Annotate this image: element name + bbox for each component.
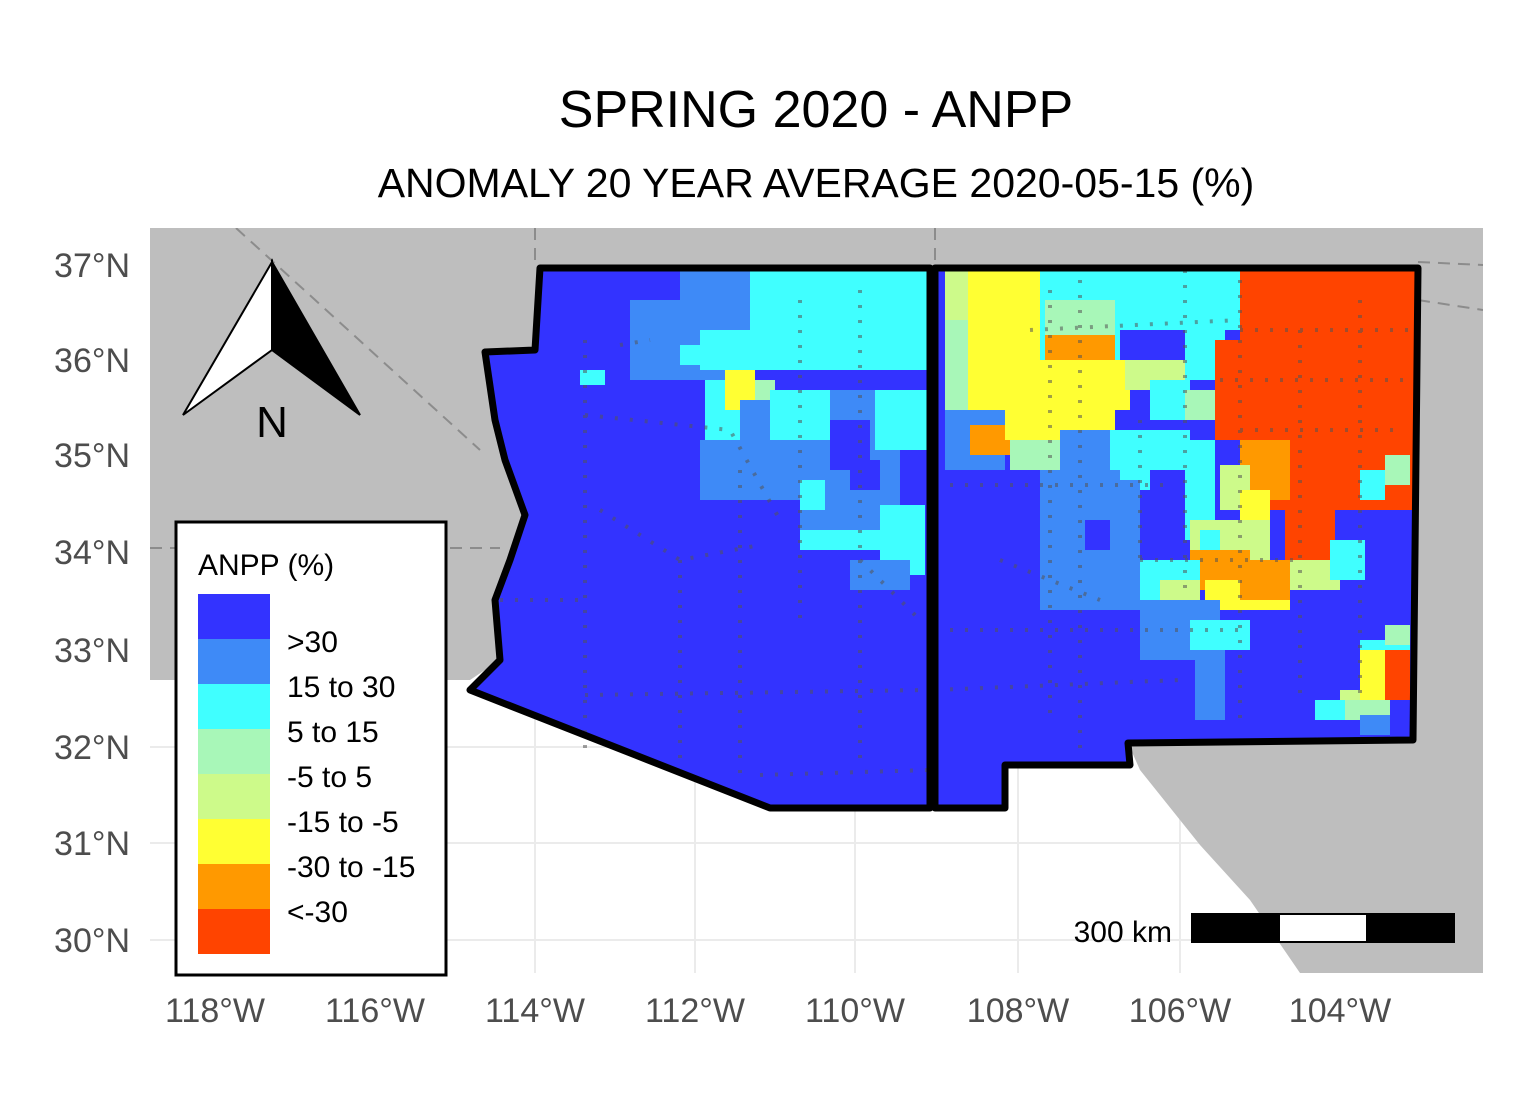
legend-label: >30 [287, 626, 338, 659]
raster-cell [1385, 625, 1410, 645]
legend-label: 5 to 15 [287, 716, 379, 749]
raster-cell [1185, 390, 1215, 420]
raster-cell [580, 370, 605, 385]
scale-bar: 300 km [1074, 913, 1455, 949]
legend-label: -5 to 5 [287, 761, 372, 794]
y-tick-label: 32°N [54, 729, 130, 767]
raster-cell [1150, 380, 1190, 420]
legend-label: 15 to 30 [287, 671, 395, 704]
y-tick-label: 33°N [54, 632, 130, 670]
raster-cell [1240, 490, 1270, 520]
x-tick-label: 108°W [967, 992, 1069, 1030]
y-tick-label: 36°N [54, 342, 130, 380]
raster-cell [700, 330, 760, 370]
raster-cell [1385, 455, 1410, 485]
legend-items: >30 15 to 30 5 to 15 -5 to 5 -15 to -5 -30 to… [198, 594, 415, 954]
raster-cell [1085, 520, 1110, 550]
raster-cell [780, 270, 930, 310]
state-borders [466, 264, 1422, 812]
x-tick-label: 114°W [485, 992, 585, 1030]
raster-cell [945, 270, 970, 320]
legend-label: <-30 [287, 896, 348, 929]
raster-cell [1265, 560, 1290, 600]
raster-cell [1360, 650, 1385, 700]
raster-cell [1190, 620, 1250, 650]
raster-cell [630, 330, 670, 370]
x-tick-label: 116°W [325, 992, 425, 1030]
raster-cell [680, 345, 705, 365]
raster-cell [1360, 470, 1385, 500]
y-tick-label: 31°N [54, 825, 130, 863]
raster-cell [1040, 360, 1130, 410]
raster-cell [800, 480, 825, 510]
legend-swatch [198, 774, 270, 819]
map-subtitle: ANOMALY 20 YEAR AVERAGE 2020-05-15 (%) [377, 160, 1255, 206]
legend-title: ANPP (%) [198, 549, 334, 582]
north-arrow: N [182, 258, 361, 447]
county-boundaries [500, 270, 1410, 780]
anpp-raster-new-mexico [935, 268, 1418, 808]
y-tick-label: 30°N [54, 922, 130, 960]
raster-cell [875, 390, 930, 450]
legend-swatch [198, 639, 270, 684]
y-tick-label: 35°N [54, 437, 130, 475]
legend-label: -15 to -5 [287, 806, 399, 839]
raster-cell [1285, 490, 1335, 570]
legend-swatch [198, 909, 270, 954]
legend-swatch [198, 594, 270, 639]
legend-label: -30 to -15 [287, 851, 415, 884]
raster-cell [1240, 270, 1415, 350]
legend-swatch [198, 729, 270, 774]
raster-cell [945, 320, 970, 410]
raster-cell [800, 530, 900, 550]
north-arrow-label: N [256, 398, 288, 447]
north-arrow-right-half [271, 258, 361, 416]
x-axis-ticks: 118°W 116°W 114°W 112°W 110°W 108°W 106°W 104°W [165, 992, 1391, 1030]
legend-swatch [198, 684, 270, 729]
raster-cell [1385, 650, 1410, 700]
scale-bar-label: 300 km [1074, 916, 1172, 949]
raster-cell [770, 390, 830, 440]
scale-bar-segment-3 [1366, 914, 1454, 942]
y-tick-label: 37°N [54, 247, 130, 285]
map-title: SPRING 2020 - ANPP [558, 81, 1074, 139]
raster-cell [1200, 530, 1220, 550]
raster-cell [1360, 715, 1390, 735]
raster-cell [1195, 650, 1225, 720]
raster-cell [850, 460, 880, 490]
x-tick-label: 110°W [805, 992, 905, 1030]
raster-cell [1315, 700, 1345, 720]
x-tick-label: 104°W [1289, 992, 1391, 1030]
raster-cell [1330, 540, 1365, 580]
x-tick-label: 118°W [165, 992, 265, 1030]
y-tick-label: 34°N [54, 534, 130, 572]
x-tick-label: 112°W [645, 992, 745, 1030]
raster-cell [1045, 300, 1115, 340]
x-tick-label: 106°W [1129, 992, 1231, 1030]
legend-swatch [198, 864, 270, 909]
scale-bar-segment-1 [1192, 914, 1280, 942]
legend: ANPP (%) >30 15 to 30 5 to 15 -5 to 5 -15 to… [174, 520, 448, 977]
y-axis-ticks: 37°N 36°N 35°N 34°N 33°N 32°N 31°N 30°N [54, 247, 130, 960]
legend-swatch [198, 819, 270, 864]
